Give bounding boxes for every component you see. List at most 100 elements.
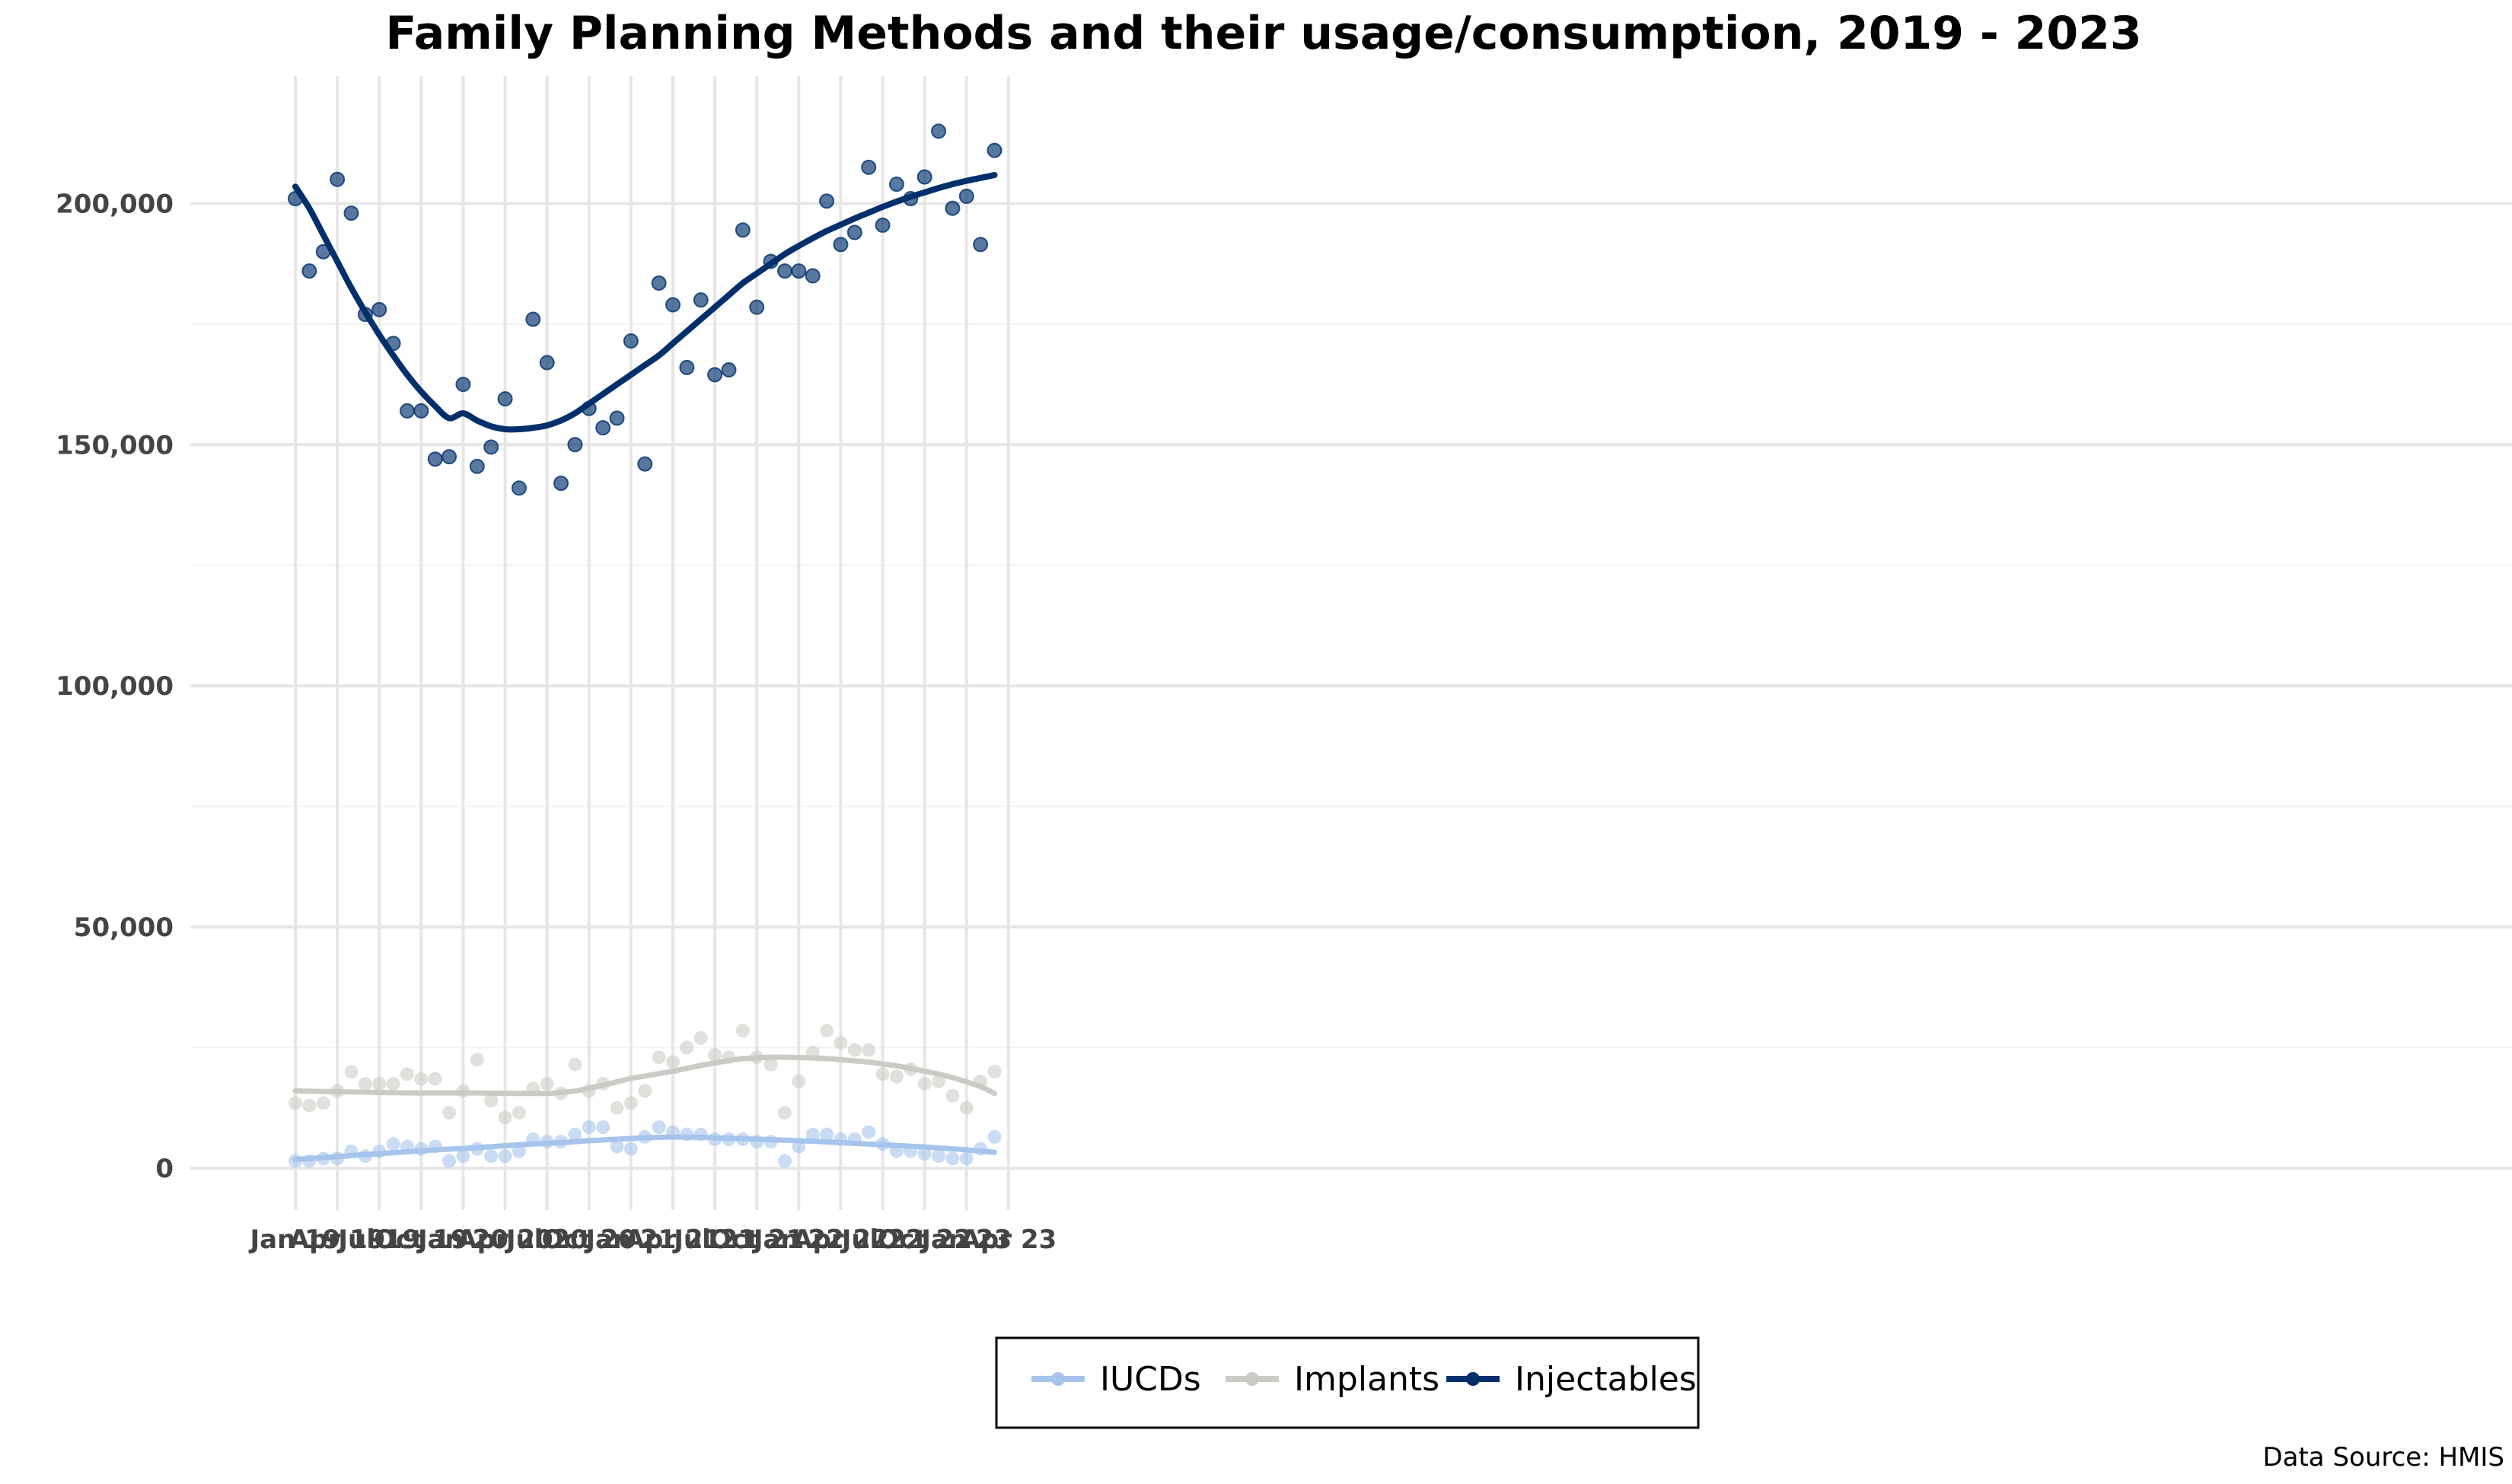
x-tick-label: Jul 21	[672, 1224, 756, 1255]
caption: Data Source: HMIS	[2262, 1442, 2504, 1473]
point-implants	[302, 1098, 317, 1113]
point-injectables	[819, 193, 835, 209]
point-iucds	[582, 1120, 596, 1135]
point-iucds	[596, 1120, 610, 1135]
x-tick-label: Oct 22	[877, 1224, 971, 1255]
point-implants	[470, 1052, 484, 1067]
point-injectables	[875, 217, 891, 233]
point-implants	[386, 1077, 400, 1091]
y-tick-label: 0	[155, 1154, 174, 1184]
point-implants	[665, 1055, 680, 1069]
legend-key-point-implants	[1245, 1372, 1259, 1386]
x-tick-label: Jan 21	[584, 1224, 676, 1255]
point-injectables	[455, 377, 471, 393]
point-injectables	[846, 225, 862, 240]
point-implants	[945, 1088, 960, 1103]
point-injectables	[987, 142, 1003, 158]
point-iucds	[442, 1154, 457, 1168]
point-injectables	[665, 297, 681, 313]
point-injectables	[469, 458, 485, 474]
point-injectables	[427, 451, 443, 467]
point-implants	[428, 1072, 442, 1086]
point-implants	[693, 1030, 708, 1045]
point-iucds	[512, 1144, 526, 1158]
legend-label-injectables: Injectables	[1515, 1360, 1697, 1399]
point-implants	[400, 1067, 414, 1081]
point-injectables	[833, 237, 849, 253]
point-injectables	[791, 263, 807, 279]
point-injectables	[609, 410, 625, 426]
point-implants	[414, 1072, 429, 1086]
point-implants	[889, 1069, 904, 1084]
point-iucds	[932, 1149, 946, 1164]
point-injectables	[539, 355, 555, 371]
point-implants	[987, 1065, 1002, 1079]
point-implants	[708, 1048, 722, 1062]
point-iucds	[862, 1125, 876, 1139]
x-tick-label: Jan 22	[752, 1224, 844, 1255]
x-tick-label: Jan 23	[920, 1224, 1012, 1255]
series-injectables-points	[288, 123, 1003, 496]
point-injectables	[567, 437, 583, 453]
point-injectables	[483, 439, 499, 455]
point-implants	[875, 1067, 890, 1081]
x-tick-label: Oct 20	[542, 1224, 636, 1255]
point-injectables	[707, 367, 723, 383]
point-iucds	[568, 1127, 582, 1142]
point-implants	[763, 1057, 778, 1072]
point-injectables	[525, 311, 541, 327]
point-implants	[442, 1106, 457, 1120]
point-implants	[358, 1077, 372, 1091]
point-implants	[792, 1074, 806, 1088]
point-injectables	[651, 275, 667, 291]
point-injectables	[301, 263, 317, 279]
x-tick-label: Jan 19	[249, 1224, 341, 1255]
point-implants	[484, 1094, 499, 1108]
legend: IUCDs Implants Injectables	[995, 1336, 1700, 1429]
point-injectables	[721, 362, 737, 378]
x-tick-label: Apr 19	[289, 1224, 386, 1255]
y-tick-label: 50,000	[74, 912, 174, 943]
point-iucds	[652, 1120, 666, 1135]
x-tick-label: Apr 22	[792, 1224, 889, 1255]
x-tick-label: Jul 19	[336, 1224, 420, 1255]
point-injectables	[679, 359, 695, 375]
point-implants	[623, 1096, 638, 1110]
y-axis-tick-labels: 0 50,000 100,000 150,000 200,000	[56, 189, 174, 1184]
point-iucds	[959, 1151, 974, 1166]
point-iucds	[917, 1146, 932, 1161]
legend-item-implants: Implants	[1226, 1360, 1439, 1399]
trend-lines	[292, 172, 998, 1163]
point-implants	[610, 1100, 624, 1115]
point-injectables	[637, 456, 653, 472]
point-implants	[820, 1024, 834, 1038]
point-injectables	[330, 171, 346, 187]
x-tick-label: Apr 23	[961, 1224, 1057, 1255]
point-injectables	[958, 188, 974, 204]
legend-key-point-iucds	[1051, 1372, 1065, 1386]
point-injectables	[399, 403, 415, 419]
point-injectables	[343, 205, 359, 221]
point-injectables	[553, 476, 569, 492]
point-iucds	[945, 1151, 960, 1166]
y-tick-label: 200,000	[56, 189, 174, 219]
point-injectables	[735, 222, 751, 238]
legend-key-point-injectables	[1466, 1372, 1480, 1386]
x-tick-label: Jan 20	[416, 1224, 508, 1255]
point-injectables	[442, 449, 457, 465]
point-implants	[512, 1106, 526, 1120]
point-injectables	[497, 391, 513, 407]
chart-title: Family Planning Methods and their usage/…	[385, 7, 2141, 60]
point-implants	[834, 1036, 848, 1050]
point-implants	[540, 1077, 554, 1091]
point-injectables	[945, 200, 961, 216]
point-iucds	[610, 1139, 624, 1154]
point-iucds	[987, 1129, 1002, 1144]
point-injectables	[749, 299, 765, 315]
point-implants	[777, 1106, 792, 1120]
point-implants	[959, 1100, 974, 1115]
point-implants	[316, 1096, 330, 1110]
point-injectables	[595, 420, 611, 436]
